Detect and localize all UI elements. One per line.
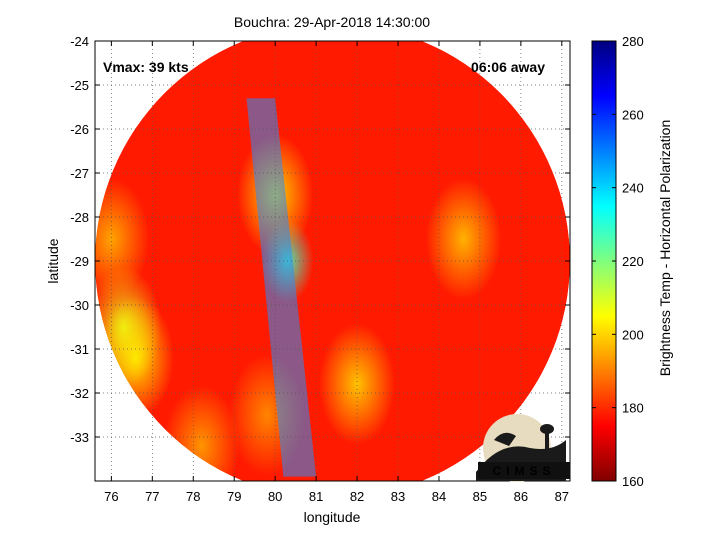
logo-bar [478,462,570,479]
swath-layer [95,41,570,481]
x-tick-label: 79 [227,489,241,504]
x-tick-label: 80 [268,489,282,504]
x-tick-label: 83 [391,489,405,504]
y-tick-label: -24 [70,34,89,49]
colorbar-tick-label: 160 [622,474,644,489]
x-axis-label: longitude [304,509,361,525]
swath-feature [425,178,502,300]
swath-seam-stripe [246,98,317,477]
time-offset-annotation: 06:06 away [471,59,545,75]
colorbar-tick-label: 200 [622,327,644,342]
y-tick-label: -26 [70,122,89,137]
grid [95,40,570,481]
colorbar-label: Brightness Temp - Horizontal Polarizatio… [657,120,673,377]
y-axis-label: latitude [45,238,61,283]
y-tick-label: -30 [70,298,89,313]
logo-tank-icon [540,424,554,434]
x-tick-label: 85 [473,489,487,504]
logo-tower-icon [545,432,549,452]
x-tick-label: 87 [555,489,569,504]
x-tick-label: 84 [432,489,446,504]
swath-feature [319,323,396,446]
x-tick-label: 82 [350,489,364,504]
swath-feature [95,178,150,300]
cimss-logo: CIMSS [476,414,570,482]
x-tick-label: 77 [145,489,159,504]
y-tick-label: -31 [70,342,89,357]
chart-title: Bouchra: 29-Apr-2018 14:30:00 [234,14,430,30]
y-tick-label: -29 [70,254,89,269]
x-axis: 76 77 78 79 80 81 82 83 84 85 86 87 [104,41,569,504]
y-tick-label: -25 [70,78,89,93]
x-tick-label: 76 [104,489,118,504]
y-tick-label: -28 [70,210,89,225]
vmax-annotation: Vmax: 39 kts [103,59,189,75]
y-tick-label: -33 [70,430,89,445]
logo-text: CIMSS [492,464,555,478]
colorbar-ticks: 280 260 240 220 200 180 160 [592,34,644,489]
colorbar-tick-label: 260 [622,107,644,122]
swath-base [95,41,570,481]
x-tick-label: 81 [309,489,323,504]
colorbar-tick-label: 180 [622,401,644,416]
x-tick-label: 78 [186,489,200,504]
y-axis: -24 -25 -26 -27 -28 -29 -30 -31 -32 -33 [70,34,570,445]
x-tick-label: 86 [514,489,528,504]
colorbar-tick-label: 240 [622,181,644,196]
colorbar-tick-label: 220 [622,254,644,269]
y-tick-label: -32 [70,386,89,401]
colorbar-tick-label: 280 [622,34,644,49]
logo-dish-icon [494,432,516,446]
y-tick-label: -27 [70,166,89,181]
swath-image [95,41,570,481]
